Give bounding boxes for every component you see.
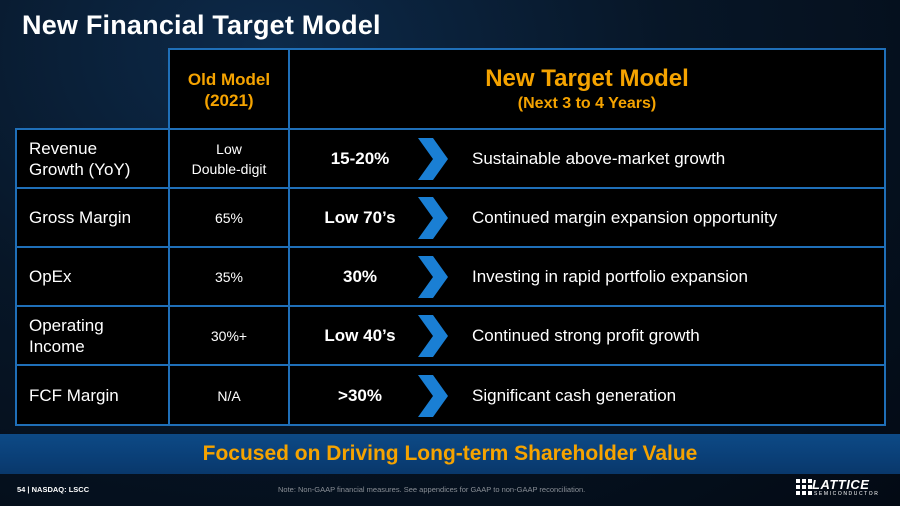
chevron-right-icon: [411, 130, 455, 187]
metric-cell: Gross Margin: [17, 189, 170, 246]
table-row: Gross Margin 65% Low 70’s Continued marg…: [17, 189, 884, 248]
table-row: Revenue Growth (YoY) Low Double-digit 15-2…: [17, 130, 884, 189]
metric-line1: Operating: [29, 315, 104, 335]
target-value: 15-20%: [330, 148, 390, 168]
table-row: FCF Margin N/A >30% Significant cash gen…: [17, 366, 884, 425]
target-value: 30%: [342, 266, 378, 286]
old-value-cell: 30%+: [170, 307, 290, 364]
metric-line1: OpEx: [29, 267, 72, 286]
chevron-right-icon: [411, 307, 455, 364]
target-value: >30%: [338, 385, 382, 405]
old-model-header-line1: Old Model: [187, 69, 271, 89]
description: Investing in rapid portfolio expansion: [472, 266, 748, 286]
table-row: OpEx 35% 30% Investing in rapid portfoli…: [17, 248, 884, 307]
lattice-mark-icon: [796, 479, 812, 495]
footnote: Note: Non-GAAP financial measures. See a…: [278, 485, 586, 494]
old-value-line1: 30%+: [210, 327, 248, 344]
old-value-line1: N/A: [217, 387, 241, 404]
description: Sustainable above-market growth: [472, 148, 726, 168]
old-value-line1: 35%: [214, 268, 244, 285]
new-model-header-line1: New Target Model: [485, 64, 689, 92]
old-value-cell: Low Double-digit: [170, 130, 290, 187]
description: Significant cash generation: [472, 385, 677, 405]
new-model-header: New Target Model (Next 3 to 4 Years): [288, 48, 886, 129]
metric-line1: Revenue: [29, 138, 98, 158]
metric-line2: Growth (YoY): [29, 159, 131, 179]
chevron-right-icon: [411, 248, 455, 305]
target-model-table: Revenue Growth (YoY) Low Double-digit 15-2…: [15, 128, 886, 426]
old-model-header-line2: (2021): [204, 90, 254, 110]
metric-cell: Revenue Growth (YoY): [17, 130, 170, 187]
metric-line2: Income: [29, 336, 85, 356]
old-value-line1: 65%: [214, 209, 244, 226]
new-model-header-line2: (Next 3 to 4 Years): [517, 94, 657, 112]
banner-text: Focused on Driving Long-term Shareholder…: [202, 442, 698, 465]
old-value-cell: 65%: [170, 189, 290, 246]
page-number-ticker: 54 | NASDAQ: LSCC: [17, 485, 90, 494]
old-value-cell: N/A: [170, 366, 290, 425]
page-title: New Financial Target Model: [22, 10, 381, 40]
chevron-right-icon: [411, 189, 455, 246]
logo-subtitle: SEMICONDUCTOR: [814, 491, 880, 497]
logo-word: LATTICE: [812, 477, 870, 492]
chevron-right-icon: [411, 366, 455, 425]
table-row: Operating Income 30%+ Low 40’s Continued …: [17, 307, 884, 366]
banner: Focused on Driving Long-term Shareholder…: [0, 434, 900, 474]
description: Continued strong profit growth: [472, 325, 700, 345]
old-value-line2: Double-digit: [191, 160, 267, 177]
description: Continued margin expansion opportunity: [472, 207, 778, 227]
metric-cell: Operating Income: [17, 307, 170, 364]
old-value-line1: Low: [216, 140, 242, 157]
lattice-logo: LATTICE SEMICONDUCTOR: [792, 477, 887, 499]
old-value-cell: 35%: [170, 248, 290, 305]
metric-line1: FCF Margin: [29, 386, 119, 405]
metric-cell: OpEx: [17, 248, 170, 305]
metric-line1: Gross Margin: [29, 208, 132, 227]
metric-cell: FCF Margin: [17, 366, 170, 425]
target-value: Low 40’s: [324, 325, 396, 345]
target-value: Low 70’s: [324, 207, 396, 227]
old-model-header: Old Model (2021): [168, 48, 290, 129]
